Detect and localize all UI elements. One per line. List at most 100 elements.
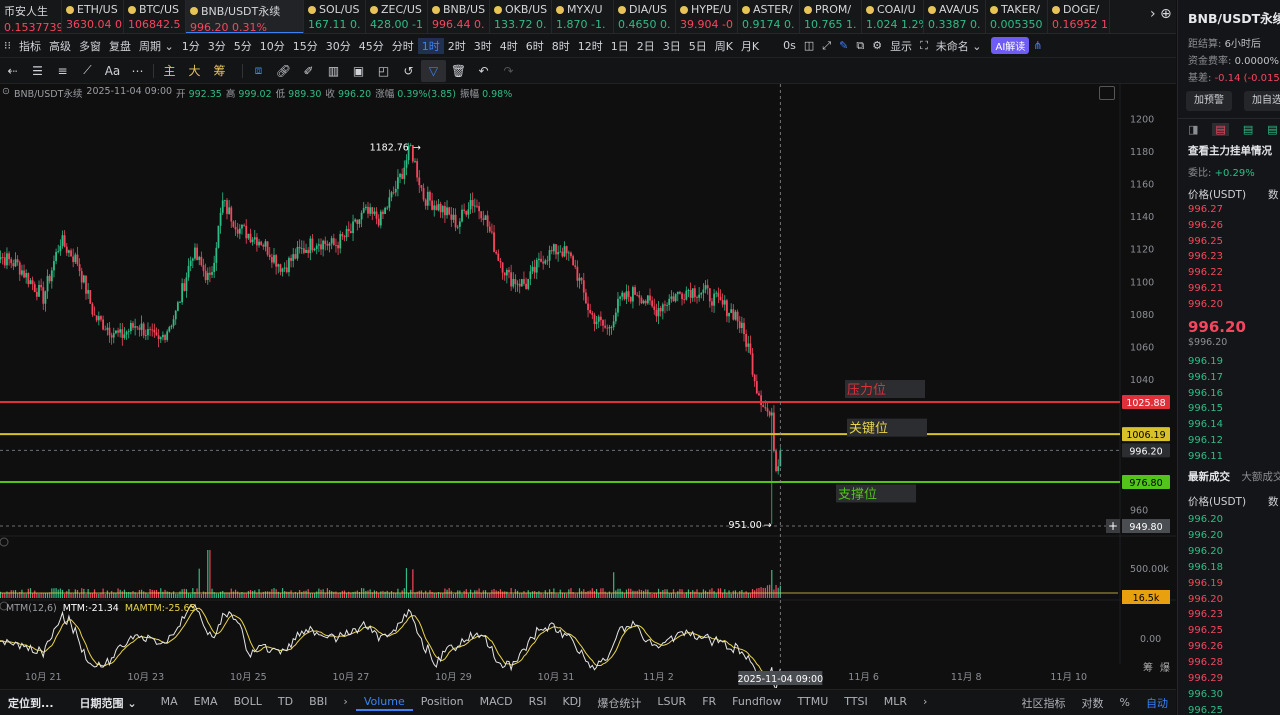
auto-scale-button[interactable]: 自动 bbox=[1146, 696, 1168, 710]
liquidation-axis-button[interactable]: 爆 bbox=[1160, 663, 1170, 674]
resistance-annotation[interactable]: 压力位 bbox=[847, 383, 886, 398]
layout-name-dropdown[interactable]: 未命名 ⌄ bbox=[935, 39, 982, 53]
undo-icon[interactable]: ↶ bbox=[478, 63, 489, 78]
share-icon[interactable]: ⋔ bbox=[1033, 39, 1043, 52]
log-scale-button[interactable]: 对数 bbox=[1081, 696, 1104, 710]
market-tab[interactable]: MYX/U 1.870 -1. bbox=[552, 0, 614, 33]
arrow-left-icon[interactable]: ⇠ bbox=[7, 63, 18, 78]
filter-icon[interactable]: ▽ bbox=[421, 59, 446, 82]
book-row[interactable]: 996.14 bbox=[1188, 419, 1223, 431]
period-9[interactable]: 2时 bbox=[447, 39, 466, 53]
market-tab[interactable]: COAI/U 1.024 1.2% bbox=[862, 0, 924, 33]
period-19[interactable]: 周K bbox=[714, 39, 733, 53]
period-20[interactable]: 月K bbox=[740, 39, 760, 53]
period-3[interactable]: 10分 bbox=[259, 39, 285, 53]
multi-window-button[interactable]: 多窗 bbox=[79, 39, 101, 53]
copy-icon[interactable]: ⧉ bbox=[856, 38, 865, 52]
brush-icon[interactable]: ✐ bbox=[303, 63, 314, 78]
market-tab[interactable]: ZEC/US 428.00 -1 bbox=[366, 0, 428, 33]
period-6[interactable]: 45分 bbox=[358, 39, 384, 53]
indicator-tab[interactable]: EMA bbox=[193, 694, 218, 708]
chips-toggle[interactable]: 筹 bbox=[213, 64, 226, 78]
support-annotation[interactable]: 支撑位 bbox=[838, 487, 877, 502]
book-row[interactable]: 996.25 bbox=[1188, 235, 1223, 247]
annotation-box[interactable] bbox=[845, 380, 925, 399]
book-row[interactable]: 996.23 bbox=[1188, 251, 1223, 263]
book-row[interactable]: 996.16 bbox=[1188, 387, 1223, 399]
market-tab[interactable]: ETH/US 3630.04 0 bbox=[62, 0, 124, 33]
period-2[interactable]: 5分 bbox=[233, 39, 252, 53]
market-tab[interactable]: AVA/US 0.3387 0. bbox=[924, 0, 986, 33]
period-18[interactable]: 5日 bbox=[688, 39, 707, 53]
period-14[interactable]: 12时 bbox=[577, 39, 603, 53]
annotation-box[interactable] bbox=[847, 418, 927, 437]
orders-title[interactable]: 查看主力挂单情况 bbox=[1188, 145, 1272, 157]
book-row[interactable]: 996.21 bbox=[1188, 283, 1223, 294]
book-row[interactable]: 996.20 bbox=[1188, 298, 1223, 310]
market-tab[interactable]: DOGE/0.16952 1 bbox=[1048, 0, 1110, 33]
redo-icon[interactable]: ↷ bbox=[503, 63, 514, 78]
book-row[interactable]: 996.11 bbox=[1188, 450, 1223, 462]
annotation-box[interactable] bbox=[836, 484, 916, 503]
add-watchlist-button[interactable]: 加自选 bbox=[1244, 91, 1280, 111]
book-row[interactable]: 996.19 bbox=[1188, 356, 1223, 367]
market-tab[interactable]: TAKER/0.005350 bbox=[986, 0, 1048, 33]
depth-view-icon[interactable]: ▤ bbox=[1267, 123, 1278, 136]
percent-scale-button[interactable]: % bbox=[1119, 696, 1130, 709]
plus-icon[interactable]: + bbox=[1108, 519, 1118, 533]
trash-icon[interactable]: 🗑︎ bbox=[450, 63, 467, 78]
indicator-tab[interactable]: BOLL bbox=[233, 694, 262, 708]
display-button[interactable]: 显示 bbox=[890, 39, 913, 53]
indicator-tab[interactable]: BBI bbox=[309, 694, 328, 708]
ai-analysis-button[interactable]: AI解读 bbox=[991, 37, 1030, 54]
main-indicator-toggle[interactable]: 主 bbox=[163, 64, 176, 78]
indicator-tab[interactable]: Volume bbox=[355, 695, 413, 711]
collapse-icon[interactable] bbox=[0, 537, 9, 547]
bars-icon[interactable]: ▥ bbox=[327, 63, 340, 78]
text-tool-icon[interactable]: Aa bbox=[104, 63, 121, 78]
camera-icon[interactable]: ◫ bbox=[803, 39, 815, 52]
book-row[interactable]: 996.17 bbox=[1188, 371, 1223, 383]
period-11[interactable]: 4时 bbox=[499, 39, 518, 53]
market-tab[interactable]: BNB/USDT永续 996.20 0.31% bbox=[186, 0, 304, 33]
market-tab[interactable]: HYPE/U 39.904 -0 bbox=[676, 0, 738, 33]
period-5[interactable]: 30分 bbox=[325, 39, 351, 53]
large-order-toggle[interactable]: 大 bbox=[188, 64, 201, 78]
period-7[interactable]: 分时 bbox=[391, 39, 414, 53]
book-row[interactable]: 996.22 bbox=[1188, 267, 1223, 279]
period-15[interactable]: 1日 bbox=[610, 39, 629, 53]
collapse-icon[interactable] bbox=[0, 601, 9, 611]
large-trades-tab[interactable]: 大额成交 bbox=[1241, 471, 1280, 483]
add-level-button[interactable] bbox=[1106, 519, 1120, 534]
book-row[interactable]: 996.27 bbox=[1188, 204, 1223, 215]
replay-button[interactable]: 复盘 bbox=[109, 39, 131, 53]
period-8[interactable]: 1时 bbox=[417, 37, 444, 54]
market-tab[interactable]: OKB/US 133.72 0. bbox=[490, 0, 552, 33]
book-row[interactable]: 996.12 bbox=[1188, 435, 1223, 446]
settings-icon[interactable]: ⚙ bbox=[872, 39, 883, 52]
grid-icon[interactable]: ⁝⁝ bbox=[4, 39, 11, 52]
indicator-tab[interactable]: TD bbox=[277, 694, 294, 708]
period-10[interactable]: 3时 bbox=[473, 39, 492, 53]
indicator-tab[interactable]: 爆仓统计 bbox=[597, 696, 642, 710]
fullscreen-icon[interactable]: ⛶ bbox=[920, 38, 928, 52]
latest-trades-tab[interactable]: 最新成交 bbox=[1188, 471, 1230, 483]
period-1[interactable]: 3分 bbox=[207, 39, 226, 53]
date-range-dropdown[interactable]: 日期范围 ⌄ bbox=[79, 696, 137, 710]
key-level-annotation[interactable]: 关键位 bbox=[849, 422, 888, 437]
indicator-tab[interactable]: MLR bbox=[883, 694, 908, 708]
period-16[interactable]: 2日 bbox=[636, 39, 655, 53]
chart-icon[interactable]: ◰ bbox=[377, 63, 390, 78]
sell-view-icon[interactable]: ▤ bbox=[1242, 123, 1254, 136]
tab-controls[interactable]: › ⊕ bbox=[1150, 6, 1172, 22]
period-13[interactable]: 8时 bbox=[551, 39, 570, 53]
locate-button[interactable]: 定位到... bbox=[8, 696, 54, 710]
market-tab[interactable]: ASTER/0.9174 0. bbox=[738, 0, 800, 33]
market-tab[interactable]: DIA/US 0.4650 0. bbox=[614, 0, 676, 33]
link-icon[interactable]: 🔗︎ bbox=[275, 63, 292, 78]
indicator-tab[interactable]: › bbox=[923, 694, 928, 708]
indicator-tab[interactable]: TTSI bbox=[844, 694, 868, 708]
refresh-interval[interactable]: 0s bbox=[783, 39, 796, 52]
book-row[interactable]: 996.15 bbox=[1188, 403, 1223, 415]
community-indicators-button[interactable]: 社区指标 bbox=[1021, 696, 1066, 710]
